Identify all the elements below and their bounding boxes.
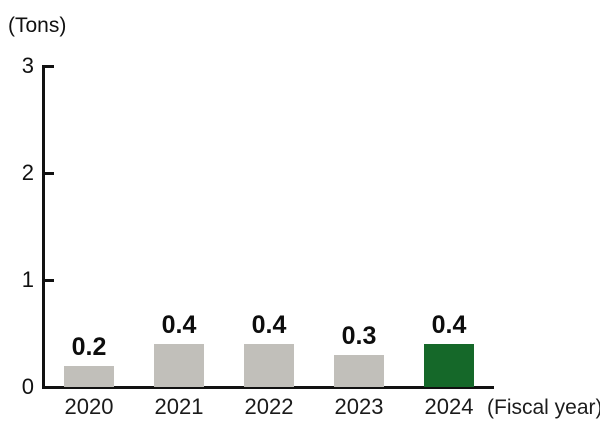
bar-value-label: 0.4 [251, 311, 287, 340]
bar-value-label: 0.2 [71, 332, 107, 361]
y-tick-label: 0 [21, 374, 34, 399]
y-tick-label: 2 [21, 160, 34, 185]
bar-2023 [334, 354, 384, 387]
y-tick-label: 3 [21, 53, 34, 78]
bar-value-label: 0.4 [431, 311, 467, 340]
x-axis [42, 386, 494, 389]
x-tick-label: 2022 [244, 394, 294, 419]
bar-value-label: 0.3 [341, 321, 377, 350]
x-tick-label: 2024 [424, 394, 474, 419]
y-axis-tick [42, 278, 54, 282]
y-axis-tick [42, 64, 54, 68]
x-tick-label: 2023 [334, 394, 384, 419]
y-axis-unit-label: (Tons) [8, 14, 67, 37]
x-tick-label: 2020 [64, 394, 114, 419]
bar-2024 [424, 344, 474, 387]
bar-2022 [244, 344, 294, 387]
bar-2021 [154, 344, 204, 387]
bar-2020 [64, 365, 114, 387]
bar-value-label: 0.4 [161, 311, 197, 340]
y-tick-label: 1 [21, 267, 34, 292]
y-axis-tick [42, 171, 54, 175]
y-axis [42, 65, 45, 389]
x-tick-label: 2021 [154, 394, 204, 419]
x-axis-unit-label: (Fiscal year) [487, 396, 600, 419]
